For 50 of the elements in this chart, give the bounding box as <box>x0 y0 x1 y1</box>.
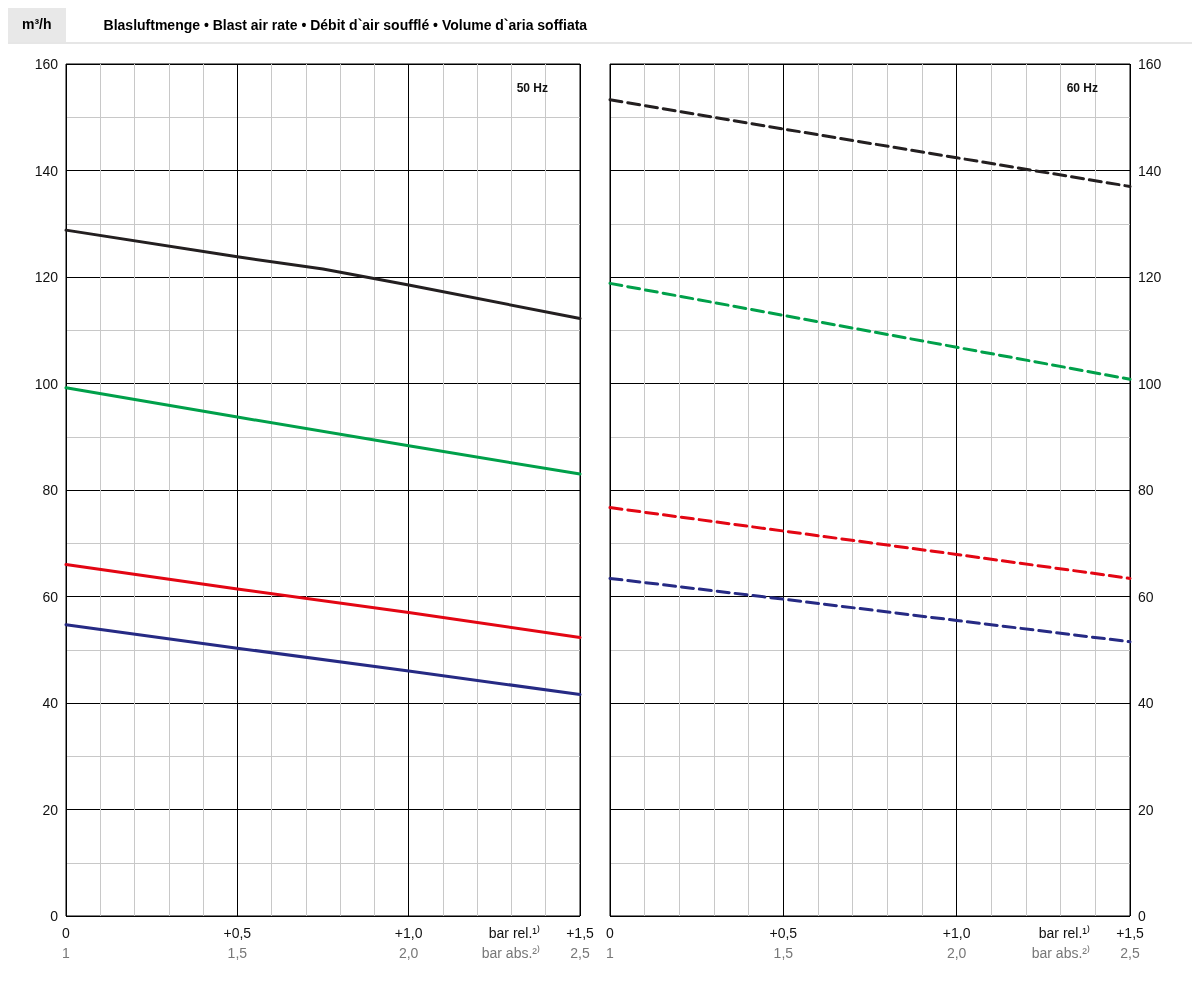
y-tick-label: 140 <box>34 162 59 179</box>
y2-tick-label: 0 <box>1138 908 1146 924</box>
x-tick-label: +1,5 <box>566 925 595 941</box>
x2-tick-label: 1,5 <box>773 945 794 961</box>
x-tick-label: +1,0 <box>394 925 423 941</box>
line-series <box>64 623 582 696</box>
y-tick-label: 120 <box>34 269 59 285</box>
line-series <box>64 386 582 476</box>
line-series <box>608 576 1132 644</box>
y-tick-label: 0 <box>50 908 59 924</box>
annotation: 50 Hz <box>516 81 549 95</box>
y-tick-label: 40 <box>42 695 59 711</box>
x2-tick-label: 2,5 <box>1120 945 1140 961</box>
y-tick-label: 160 <box>34 56 59 72</box>
y2-tick-label: 120 <box>1138 269 1162 285</box>
y2-tick-label: 140 <box>1138 162 1162 179</box>
x-tick-label: 0 <box>606 925 615 941</box>
y2-tick-label: 80 <box>1138 482 1154 498</box>
y-tick-label: 100 <box>34 375 59 392</box>
x-tick-label: +1,5 <box>1116 925 1145 941</box>
x2-axis-title: bar abs.²⁾ <box>481 945 540 961</box>
x2-tick-label: 1 <box>62 945 71 961</box>
y2-tick-label: 60 <box>1138 588 1154 605</box>
x-tick-label: 0 <box>62 925 71 941</box>
x2-tick-label: 2,0 <box>946 945 967 961</box>
x-axis-title: bar rel.¹⁾ <box>488 925 540 941</box>
y-tick-label: 60 <box>42 588 59 605</box>
x2-tick-label: 2,0 <box>398 945 419 961</box>
x2-tick-label: 1,5 <box>227 945 248 961</box>
line-series <box>608 506 1132 580</box>
y2-tick-label: 160 <box>1138 56 1162 72</box>
x-tick-label: +0,5 <box>769 925 798 941</box>
chart-title: Blasluftmenge • Blast air rate • Débit d`air soufflé • Volume d`aria soffiata <box>103 17 588 33</box>
line-series <box>64 228 582 321</box>
annotation: 60 Hz <box>1066 81 1099 95</box>
y2-tick-label: 40 <box>1138 695 1154 711</box>
y-tick-label: 20 <box>42 801 59 818</box>
x-tick-label: +1,0 <box>942 925 971 941</box>
x2-tick-label: 1 <box>606 945 615 961</box>
x2-axis-title: bar abs.²⁾ <box>1031 945 1090 961</box>
y-tick-label: 80 <box>42 482 59 498</box>
line-series <box>64 563 582 639</box>
x-axis-title: bar rel.¹⁾ <box>1038 925 1090 941</box>
y2-tick-label: 20 <box>1138 801 1154 818</box>
y-axis-title: m³/h <box>8 8 66 42</box>
x2-tick-label: 2,5 <box>570 945 590 961</box>
line-series <box>608 281 1132 381</box>
x-tick-label: +0,5 <box>223 925 252 941</box>
y2-tick-label: 100 <box>1138 375 1162 392</box>
line-series <box>608 98 1132 188</box>
